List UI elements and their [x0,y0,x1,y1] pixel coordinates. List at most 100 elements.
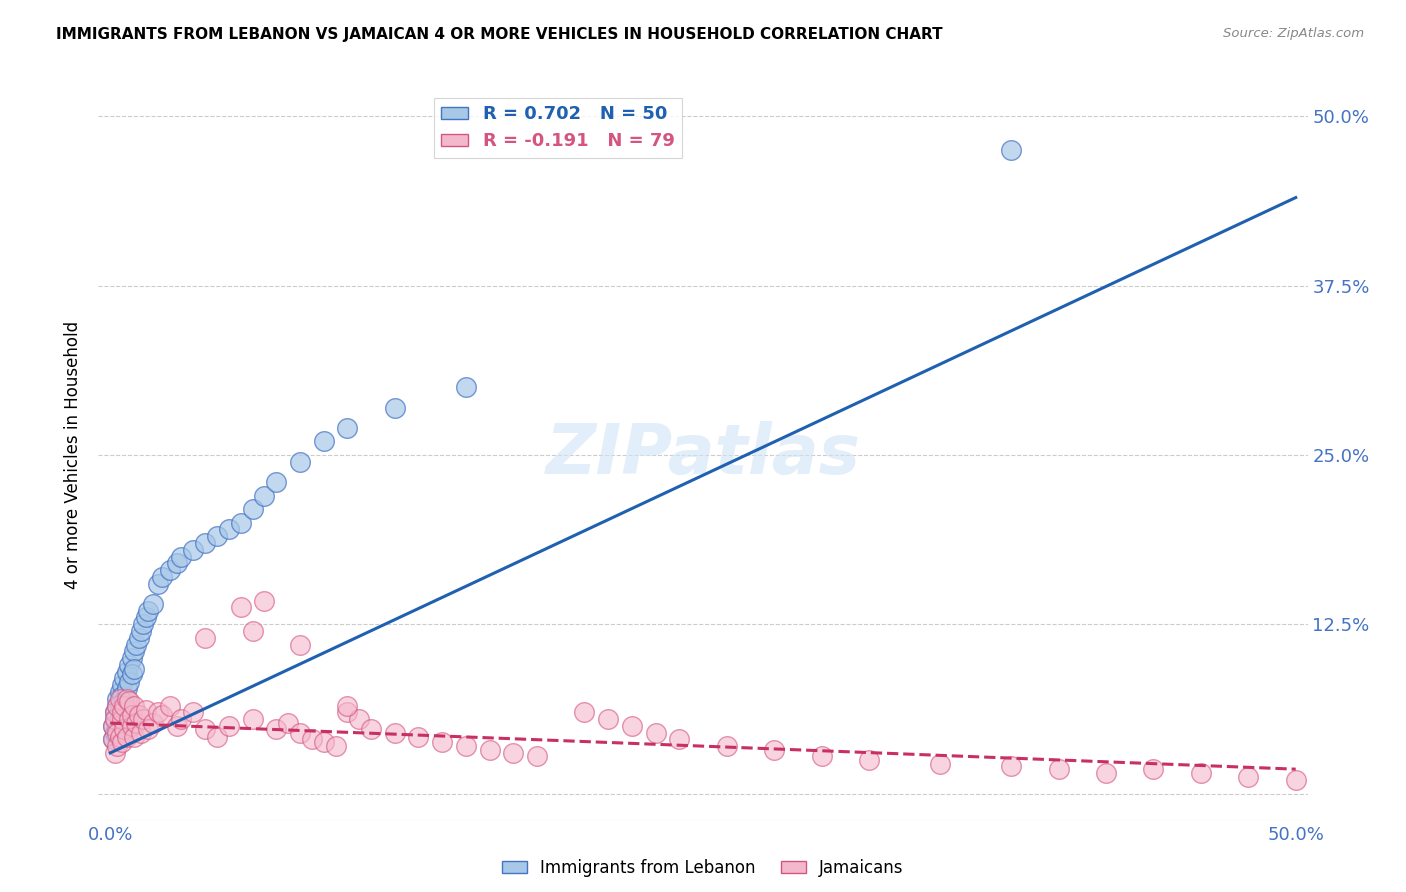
Point [105,698,128,713]
Point [159,563,181,577]
Point [432,735,454,749]
Point [111,706,134,720]
Point [1095,766,1118,780]
Point [858,753,880,767]
Point [142,597,165,611]
Point [118,675,141,690]
Point [122,644,145,658]
Point [105,725,128,739]
Point [325,739,347,753]
Point [118,657,141,672]
Point [108,691,131,706]
Point [125,638,148,652]
Point [347,712,370,726]
Point [105,698,128,713]
Point [454,739,477,753]
Point [111,689,134,703]
Point [105,739,128,753]
Point [360,722,382,736]
Point [526,748,548,763]
Point [128,631,150,645]
Point [301,732,323,747]
Point [121,719,143,733]
Point [408,730,430,744]
Point [104,746,127,760]
Point [384,725,406,739]
Point [166,719,188,733]
Point [218,719,240,733]
Point [108,685,131,699]
Point [810,748,832,763]
Point [242,624,264,638]
Point [288,455,311,469]
Point [152,708,174,723]
Point [111,708,134,723]
Point [288,638,311,652]
Point [108,730,131,744]
Point [152,570,174,584]
Text: IMMIGRANTS FROM LEBANON VS JAMAICAN 4 OR MORE VEHICLES IN HOUSEHOLD CORRELATION : IMMIGRANTS FROM LEBANON VS JAMAICAN 4 OR… [56,27,943,42]
Point [929,756,952,771]
Point [136,604,159,618]
Point [132,617,155,632]
Point [1000,143,1022,157]
Point [288,725,311,739]
Point [218,523,240,537]
Point [104,712,127,726]
Point [384,401,406,415]
Point [194,536,217,550]
Point [121,651,143,665]
Point [229,516,252,530]
Point [716,739,738,753]
Point [170,712,193,726]
Legend: Immigrants from Lebanon, Jamaicans: Immigrants from Lebanon, Jamaicans [495,853,911,884]
Point [205,730,228,744]
Point [668,732,690,747]
Point [122,730,145,744]
Point [111,678,134,692]
Point [118,694,141,708]
Point [205,529,228,543]
Point [620,719,643,733]
Point [264,475,287,489]
Point [277,716,299,731]
Point [105,691,128,706]
Point [181,542,204,557]
Point [111,735,134,749]
Point [264,722,287,736]
Point [142,716,165,731]
Point [644,725,666,739]
Point [1047,762,1070,776]
Point [115,681,138,695]
Text: ZIPatlas: ZIPatlas [546,421,860,489]
Point [122,662,145,676]
Point [194,722,217,736]
Point [135,702,157,716]
Point [1237,770,1260,784]
Point [122,698,145,713]
Point [1189,766,1212,780]
Point [128,708,150,723]
Point [253,594,276,608]
Point [125,716,148,731]
Point [115,730,138,744]
Point [104,712,127,726]
Point [129,624,152,638]
Point [312,735,335,749]
Point [121,667,143,681]
Point [166,556,188,570]
Point [132,712,155,726]
Point [121,708,143,723]
Point [114,698,136,713]
Point [118,712,141,726]
Y-axis label: 4 or more Vehicles in Household: 4 or more Vehicles in Household [65,321,83,589]
Point [253,489,276,503]
Point [1000,759,1022,773]
Point [763,743,786,757]
Point [1285,772,1308,787]
Point [336,706,359,720]
Point [336,698,359,713]
Point [101,732,124,747]
Point [1142,762,1164,776]
Point [146,576,169,591]
